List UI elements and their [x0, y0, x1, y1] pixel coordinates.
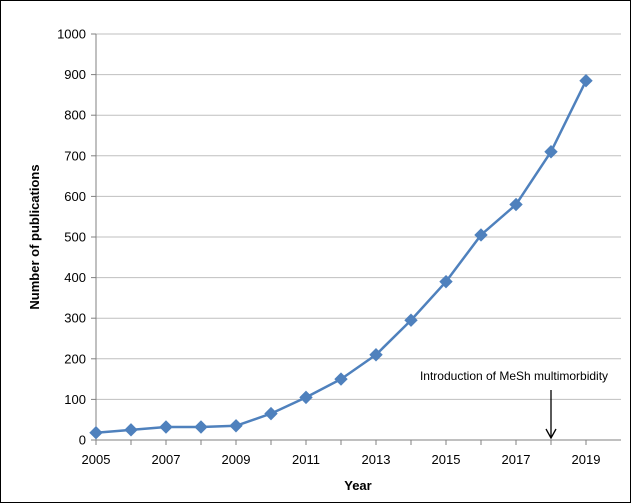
x-tick-label-2019: 2019 — [572, 452, 601, 467]
gridlines — [96, 33, 621, 400]
y-tick-label-200: 200 — [64, 351, 86, 366]
data-point-2018 — [544, 145, 558, 159]
data-point-2017 — [509, 197, 523, 212]
x-axis-title: Year — [344, 478, 371, 493]
x-tick-label-2011: 2011 — [292, 452, 320, 467]
data-point-2010 — [264, 406, 278, 421]
data-point-2007 — [159, 420, 173, 434]
x-tick-label-2007: 2007 — [152, 452, 181, 467]
x-tick-labels: 2005 2007 2009 2011 2013 2015 2017 2019 — [82, 452, 601, 467]
data-point-2013 — [369, 348, 383, 362]
data-point-2015 — [439, 274, 453, 289]
y-tick-label-800: 800 — [64, 108, 86, 123]
data-point-2009 — [229, 419, 243, 433]
y-tick-label-600: 600 — [64, 189, 86, 204]
y-axis-title: Number of publications — [27, 164, 42, 309]
data-point-2016 — [474, 228, 488, 242]
annotation: Introduction of MeSh multimorbidity — [420, 369, 608, 440]
y-tick-label-400: 400 — [64, 270, 86, 285]
y-tick-label-700: 700 — [64, 148, 86, 163]
x-tick-label-2017: 2017 — [502, 452, 531, 467]
data-point-2012 — [334, 372, 348, 386]
data-point-2011 — [299, 390, 313, 405]
y-tick-label-1000: 1000 — [57, 27, 86, 42]
y-tick-label-500: 500 — [64, 230, 86, 245]
data-point-2006 — [124, 423, 138, 437]
axes — [91, 33, 621, 445]
x-tick-label-2015: 2015 — [432, 452, 461, 467]
y-tick-label-300: 300 — [64, 311, 86, 326]
y-tick-label-900: 900 — [64, 67, 86, 82]
y-tick-labels: 0 100 200 300 400 500 600 700 800 900 1000 — [57, 27, 86, 448]
x-tick-label-2009: 2009 — [222, 452, 251, 467]
data-point-2008 — [194, 420, 208, 434]
annotation-arrow-head — [545, 428, 557, 440]
y-tick-label-0: 0 — [79, 433, 86, 448]
y-tick-label-100: 100 — [64, 392, 86, 407]
series-group — [89, 73, 593, 440]
annotation-text: Introduction of MeSh multimorbidity — [420, 369, 608, 383]
x-tick-label-2013: 2013 — [362, 452, 391, 467]
data-point-2019 — [579, 73, 593, 88]
data-point-2005 — [89, 425, 103, 440]
data-point-2014 — [404, 313, 418, 327]
x-tick-label-2005: 2005 — [82, 452, 111, 467]
